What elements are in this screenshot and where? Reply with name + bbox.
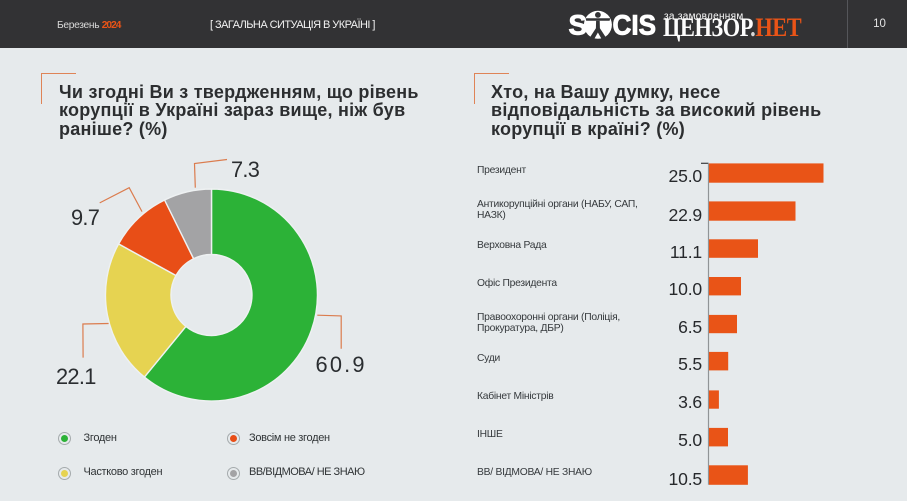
svg-text:S: S [569, 10, 588, 40]
svg-text:CIS: CIS [613, 10, 657, 40]
